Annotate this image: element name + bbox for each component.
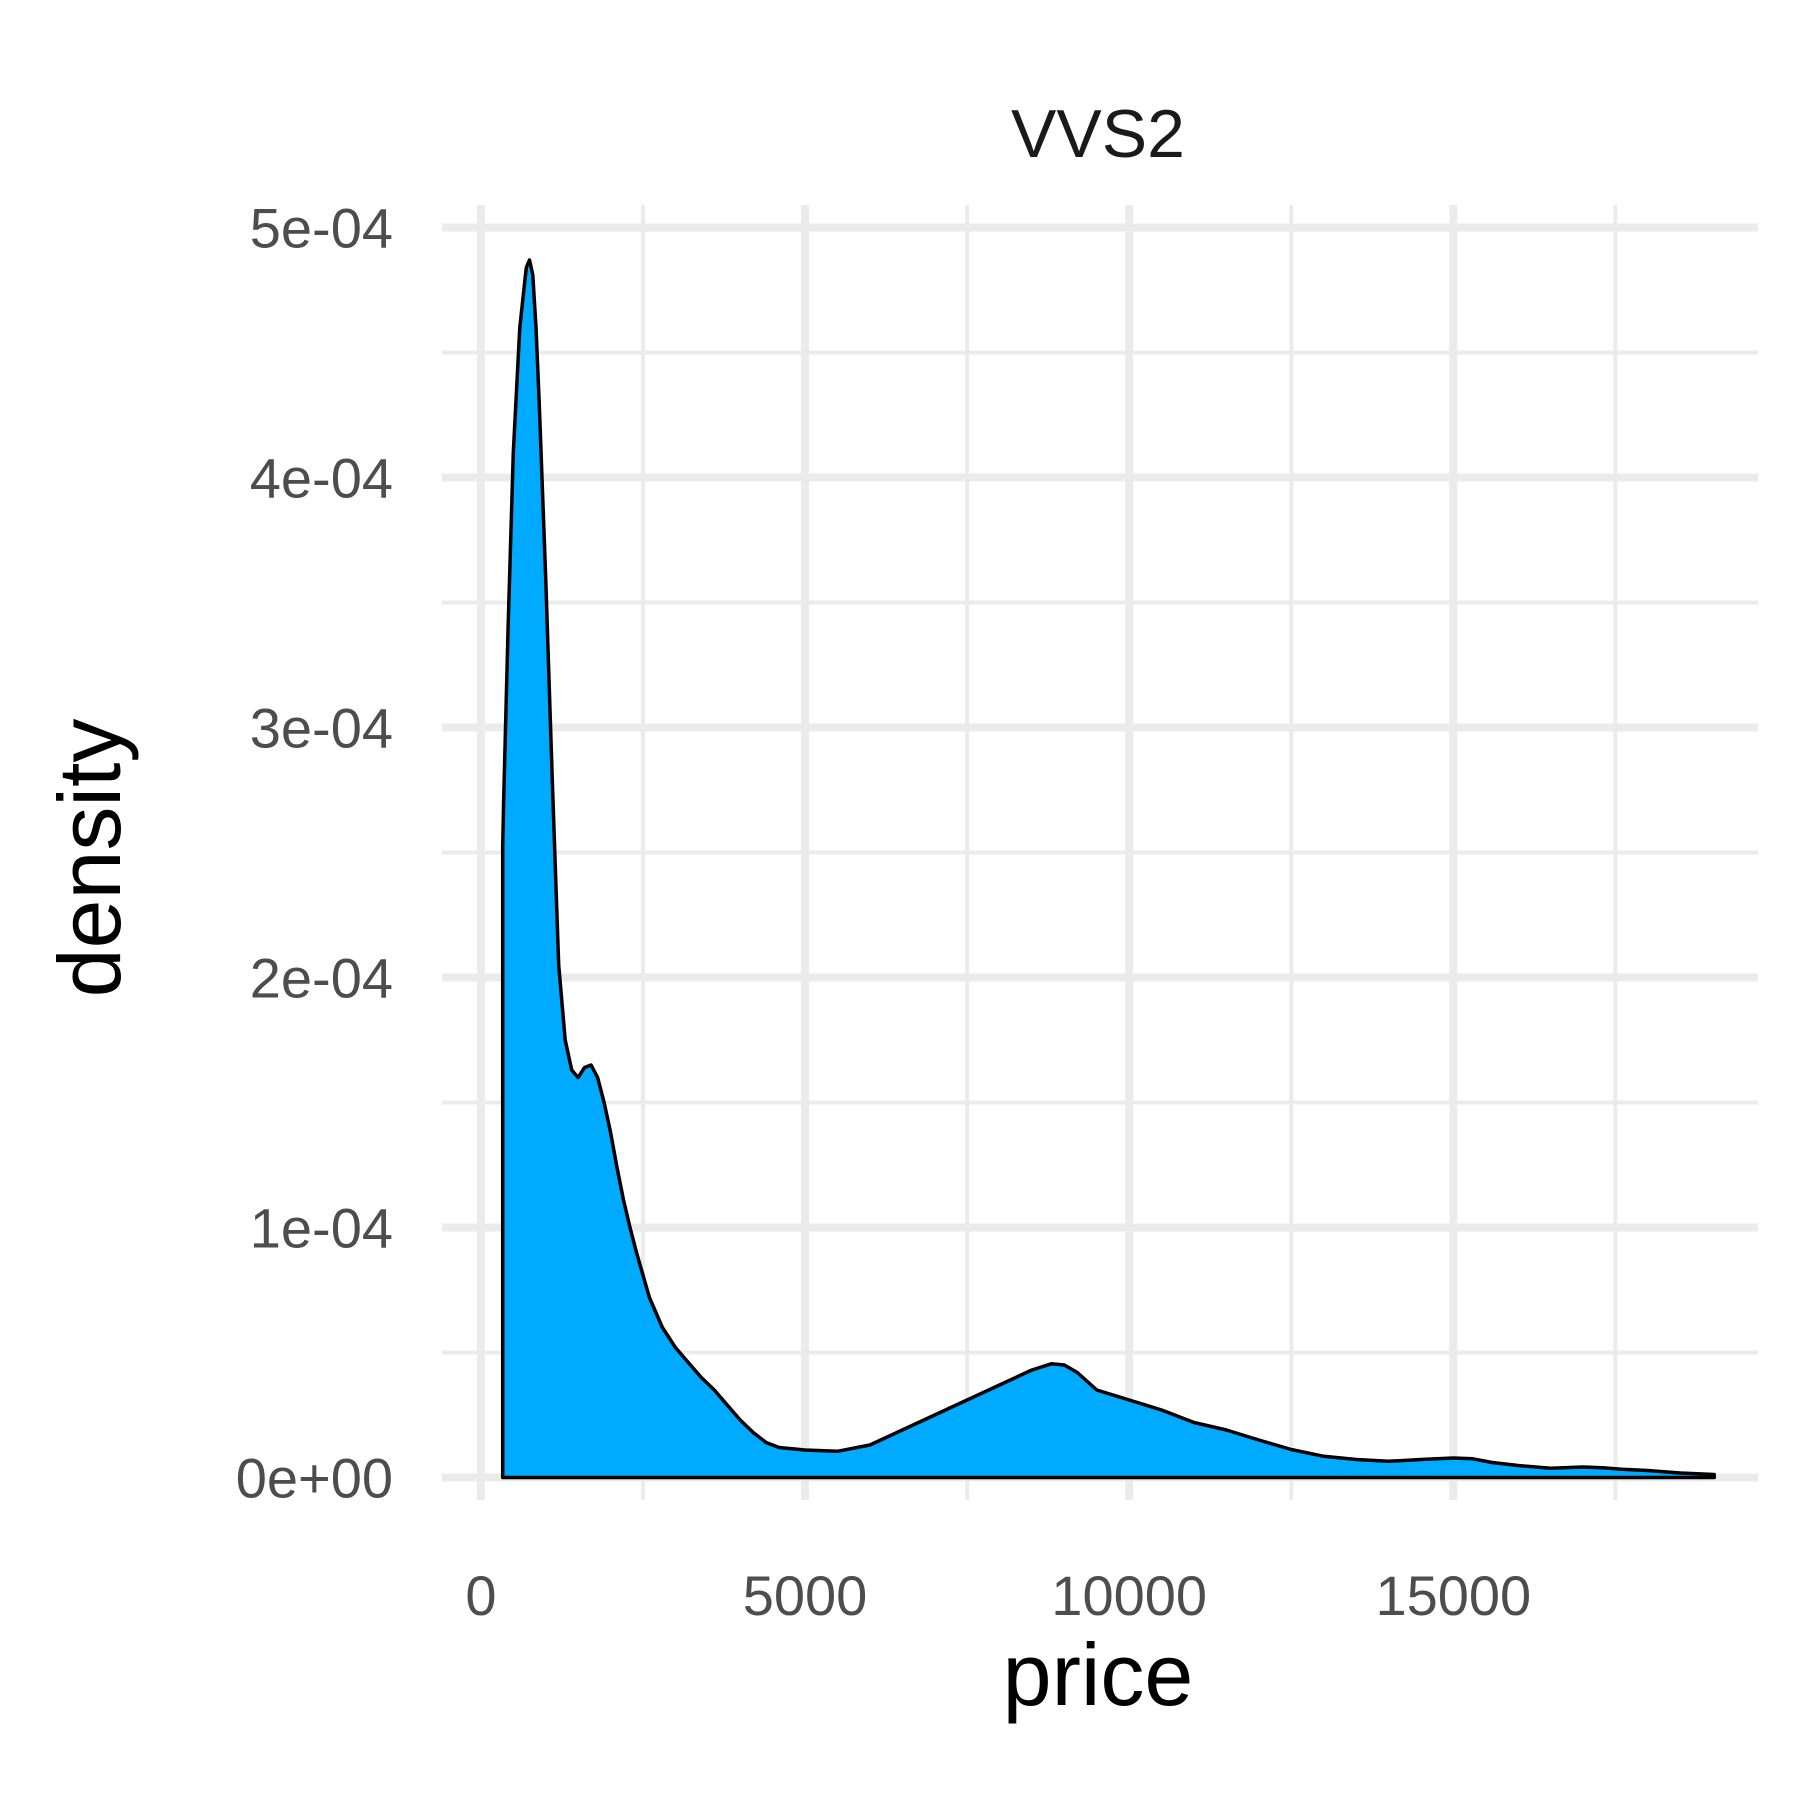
x-tick-labels: 0 5000 10000 15000 — [465, 1564, 1531, 1627]
y-tick-label: 4e-04 — [250, 447, 393, 510]
x-tick-label: 15000 — [1375, 1564, 1531, 1627]
x-tick-label: 10000 — [1051, 1564, 1207, 1627]
x-tick-label: 0 — [465, 1564, 496, 1627]
y-tick-label: 1e-04 — [250, 1197, 393, 1260]
density-series — [500, 258, 1716, 1480]
y-tick-label: 2e-04 — [250, 947, 393, 1010]
y-tick-label: 5e-04 — [250, 197, 393, 260]
y-tick-labels: 0e+00 1e-04 2e-04 3e-04 4e-04 5e-04 — [236, 197, 393, 1510]
density-area — [500, 258, 1716, 1480]
y-axis-title: density — [40, 719, 139, 998]
x-tick-label: 5000 — [743, 1564, 868, 1627]
major-gridlines — [442, 205, 1758, 1500]
minor-gridlines — [442, 205, 1758, 1500]
y-tick-label: 3e-04 — [250, 697, 393, 760]
x-axis-title: price — [1003, 1625, 1194, 1724]
chart-title: VVS2 — [1011, 96, 1185, 172]
y-tick-label: 0e+00 — [236, 1447, 393, 1510]
